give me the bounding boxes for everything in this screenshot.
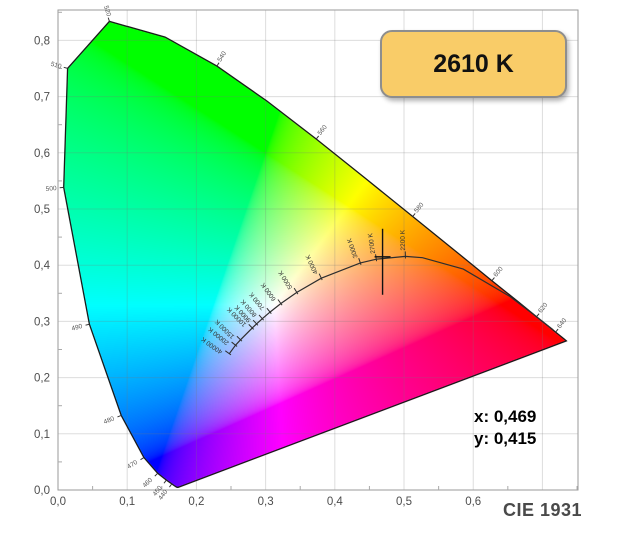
y-axis-tick-label: 0,8 [34,35,50,47]
wavelength-label: 490 [71,323,84,333]
plot-border [57,9,579,491]
cct-label: 6000 K [260,281,278,302]
y-axis-tick-label: 0,4 [34,260,51,272]
planckian-locus-curve [228,255,554,355]
x-axis-tick-label: 0,1 [119,496,135,508]
cct-tick [266,307,272,314]
cct-label: 5000 K [277,269,294,291]
y-axis-tick-label: 0,0 [34,485,50,497]
cct-tick [236,335,243,342]
y-axis-tick-label: 0,6 [34,148,50,160]
y-axis-tick-label: 0,7 [34,92,50,104]
wavelength-tick [117,414,122,418]
x-axis-tick-label: 0,6 [465,496,481,508]
spectral-locus-outline [63,20,568,488]
x-axis-tick-label: 0,0 [50,496,66,508]
cct-tick [258,314,264,321]
wavelength-label: 480 [103,415,116,426]
cct-tick [231,341,238,347]
wavelength-label: 460 [141,476,154,489]
wavelength-tick [154,472,159,477]
wavelength-label: 540 [216,50,228,63]
wavelength-tick [412,213,416,217]
cct-tick [248,324,255,330]
y-axis-tick-label: 0,5 [34,204,50,216]
wavelength-tick [555,328,559,333]
cct-tick [358,258,362,265]
cct-badge: 2610 K [380,30,567,98]
y-axis-tick-label: 0,1 [34,429,50,441]
cct-label: 3000 K [346,237,360,259]
wavelength-label: 470 [126,459,139,471]
wavelength-label: 580 [413,201,426,214]
y-coordinate-readout: y: 0,415 [474,429,537,448]
wavelength-tick [107,17,110,22]
cct-value: 2610 K [433,49,514,78]
cct-tick [252,319,259,326]
cct-label: 2200 K [399,229,407,250]
wavelength-tick [63,66,68,69]
x-axis-tick-label: 0,5 [396,496,412,508]
x-axis-tick-label: 0,3 [258,496,274,508]
y-axis-tick-label: 0,2 [34,373,50,385]
x-axis-tick-label: 0,4 [327,496,344,508]
wavelength-tick [140,457,145,461]
x-coordinate-readout: x: 0,469 [474,407,537,426]
cct-tick [293,287,299,295]
wavelength-label: 520 [102,5,112,18]
diagram-title: CIE 1931 [503,500,583,520]
cct-tick [277,299,283,306]
wavelength-label: 640 [556,317,569,330]
cct-tick [318,273,323,281]
wavelength-tick [315,135,320,140]
wavelength-label: 560 [317,124,329,137]
wavelength-tick [85,323,90,326]
x-axis-tick-label: 0,2 [188,496,204,508]
wavelength-tick [163,479,167,484]
cct-tick [375,254,378,262]
wavelength-label: 500 [45,185,57,193]
wavelength-label: 600 [492,265,505,278]
wavelength-label: 620 [537,301,550,314]
xy-readout: x: 0,469 y: 0,415 [474,406,536,450]
wavelength-tick [536,313,540,318]
cct-label: 4000 K [304,253,319,275]
wavelength-tick [216,62,220,67]
wavelength-label: 510 [50,61,63,71]
cct-label: 2700 K [367,232,377,254]
wavelength-tick [491,277,495,281]
wavelength-tick [169,483,173,488]
cct-tick [225,350,232,356]
y-axis-tick-label: 0,3 [34,316,50,328]
